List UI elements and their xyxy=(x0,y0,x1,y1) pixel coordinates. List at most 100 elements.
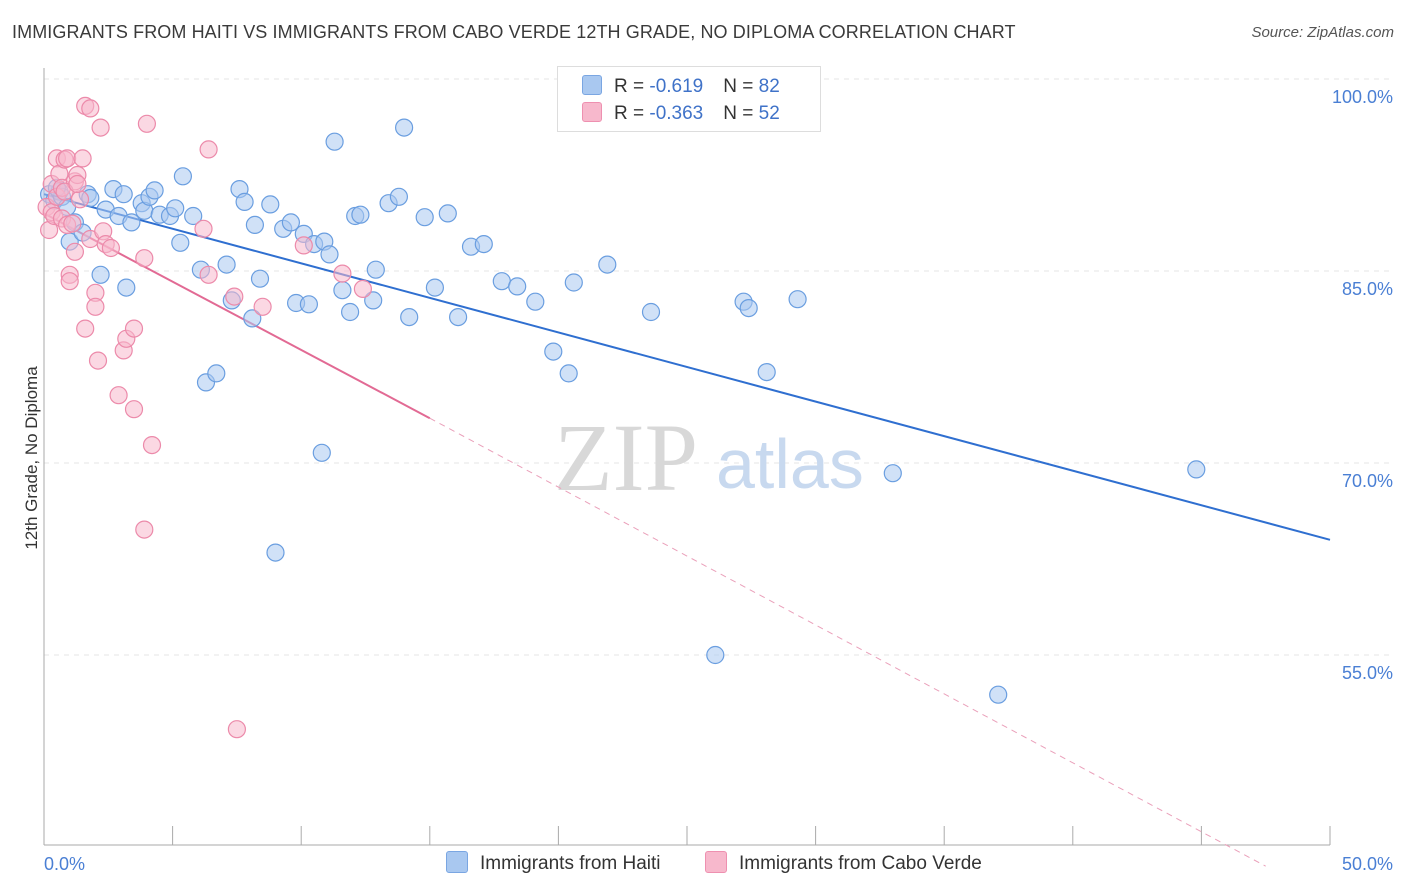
x-tick-label-min: 0.0% xyxy=(44,854,85,874)
cabo-verde-point xyxy=(227,720,246,739)
cabo-verde-point xyxy=(199,265,218,284)
haiti-point xyxy=(351,205,370,224)
cabo-verde-point xyxy=(142,436,162,455)
haiti-point xyxy=(250,269,270,288)
haiti-point xyxy=(395,118,414,137)
haiti-point xyxy=(325,132,344,151)
haiti-point xyxy=(117,278,136,297)
haiti-point xyxy=(474,235,493,254)
haiti-point xyxy=(364,291,383,310)
haiti-point xyxy=(266,543,285,562)
legend-item-cabo-verde: Immigrants from Cabo Verde xyxy=(705,851,982,875)
haiti-point xyxy=(508,277,527,296)
haiti-point xyxy=(526,292,545,311)
haiti-point xyxy=(171,233,190,252)
cabo-verde-point xyxy=(109,386,128,405)
n-value: 52 xyxy=(758,103,780,124)
haiti-point xyxy=(245,215,264,234)
cabo-verde-point xyxy=(124,400,144,419)
cabo-verde-point xyxy=(63,214,82,233)
cabo-verde-point xyxy=(294,236,313,255)
y-tick-label: 55.0% xyxy=(1342,663,1393,683)
cabo-verde-point xyxy=(353,279,372,298)
haiti-point xyxy=(333,281,352,300)
watermark: ZIP atlas xyxy=(554,404,864,511)
watermark-atlas: atlas xyxy=(716,425,864,503)
haiti-point xyxy=(989,685,1008,704)
cabo-verde-point xyxy=(88,351,108,370)
n-label: N = xyxy=(723,76,759,97)
cabo-verde-point xyxy=(70,190,90,209)
x-ticks xyxy=(43,826,1331,845)
haiti-point xyxy=(235,192,254,211)
haiti-trend-line xyxy=(43,193,1331,541)
haiti-point xyxy=(415,208,434,227)
r-value: -0.619 xyxy=(649,76,704,97)
haiti-point xyxy=(341,302,360,322)
haiti-point xyxy=(261,195,280,214)
legend-swatch xyxy=(705,851,727,873)
haiti-point xyxy=(91,265,110,284)
chart-source: Source: ZipAtlas.com xyxy=(1251,24,1394,41)
cabo-verde-point xyxy=(86,297,105,316)
cabo-verde-point xyxy=(137,114,156,133)
haiti-point xyxy=(281,213,300,232)
cabo-verde-point xyxy=(76,319,95,338)
haiti-point xyxy=(706,645,725,665)
r-label: R = xyxy=(614,103,650,124)
y-tick-label: 100.0% xyxy=(1332,87,1393,107)
legend-label: Immigrants from Haiti xyxy=(480,853,661,874)
cabo-verde-point xyxy=(194,219,213,238)
haiti-point xyxy=(400,308,419,327)
haiti-point xyxy=(299,295,318,314)
haiti-point xyxy=(438,204,457,223)
watermark-zip: ZIP xyxy=(554,404,698,511)
cabo-verde-point xyxy=(65,242,85,261)
haiti-point xyxy=(788,290,807,309)
r-label: R = xyxy=(614,76,650,97)
cabo-verde-point xyxy=(101,238,121,258)
haiti-point xyxy=(207,364,226,383)
cabo-verde-trend-extension xyxy=(429,417,1266,867)
cabo-verde-point xyxy=(135,520,154,539)
haiti-point xyxy=(166,199,185,218)
haiti-point xyxy=(145,181,164,200)
cabo-verde-point xyxy=(253,297,272,316)
legend-swatch xyxy=(446,851,468,873)
cabo-verde-point xyxy=(124,319,144,338)
haiti-point xyxy=(544,342,563,361)
y-tick-label: 70.0% xyxy=(1342,471,1393,491)
haiti-point xyxy=(492,272,511,291)
haiti-point xyxy=(217,255,236,274)
y-tick-labels: 55.0% 70.0% 85.0% 100.0% xyxy=(1332,87,1393,683)
haiti-point xyxy=(114,185,133,204)
cabo-verde-point xyxy=(333,264,352,283)
haiti-point xyxy=(564,273,583,292)
cabo-verde-point xyxy=(81,99,100,118)
haiti-point xyxy=(883,464,902,483)
cabo-verde-point xyxy=(68,174,87,194)
haiti-point xyxy=(320,245,339,264)
n-label: N = xyxy=(723,103,759,124)
haiti-point xyxy=(598,255,617,274)
cabo-verde-point xyxy=(199,140,218,159)
haiti-point xyxy=(122,213,141,232)
grid-lines xyxy=(44,78,1392,656)
haiti-point xyxy=(757,363,776,382)
data-points xyxy=(37,96,1206,739)
y-axis-title: 12th Grade, No Diploma xyxy=(22,366,41,550)
haiti-point xyxy=(1187,460,1206,479)
haiti-point xyxy=(243,309,262,328)
stats-legend-row-haiti: R = -0.619 N = 82 xyxy=(582,75,780,101)
cabo-verde-point xyxy=(57,149,77,168)
cabo-verde-point xyxy=(225,287,244,306)
haiti-point xyxy=(312,443,331,462)
r-value: -0.363 xyxy=(649,103,704,124)
y-tick-label: 85.0% xyxy=(1342,279,1393,299)
haiti-point xyxy=(366,260,385,279)
n-value: 82 xyxy=(758,76,780,97)
legend-swatch-haiti xyxy=(582,75,602,95)
haiti-point xyxy=(449,308,468,327)
haiti-point xyxy=(173,167,192,186)
haiti-point xyxy=(559,364,578,383)
